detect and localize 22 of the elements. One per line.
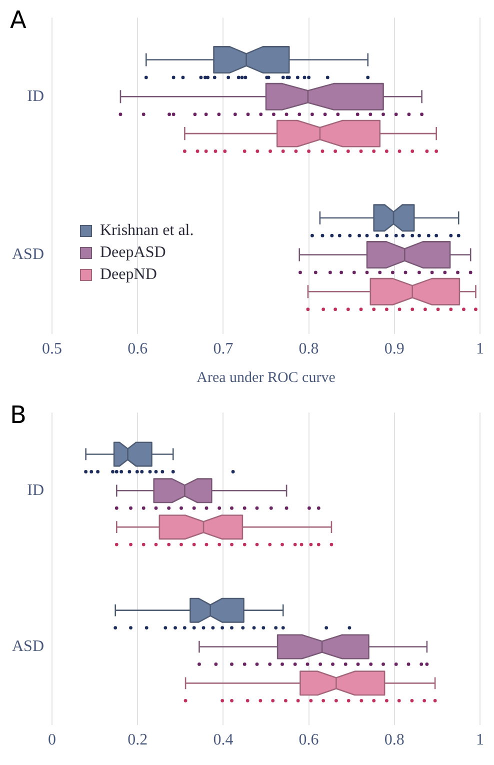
x-tick-label: 0.4 bbox=[213, 732, 234, 749]
x-tick-label: 0.9 bbox=[384, 340, 404, 358]
y-tick-label: ID bbox=[27, 482, 44, 499]
chart-title: B bbox=[10, 401, 26, 429]
legend-label: DeepASD bbox=[100, 244, 166, 262]
x-tick-label: 1 bbox=[476, 732, 484, 749]
x-tick-label: 1 bbox=[476, 340, 484, 358]
x-tick-label: 0.5 bbox=[42, 340, 62, 358]
x-axis-title: Area under ROC curve bbox=[196, 370, 336, 386]
x-tick-label: 0.6 bbox=[128, 340, 148, 358]
x-tick-label: 0.2 bbox=[128, 732, 148, 749]
y-tick-label: ASD bbox=[12, 246, 44, 263]
y-tick-label: ID bbox=[27, 88, 44, 105]
y-tick-label: ASD bbox=[12, 638, 44, 655]
x-tick-label: 0.8 bbox=[384, 732, 404, 749]
legend-label: DeepND bbox=[100, 266, 157, 284]
x-tick-label: 0.7 bbox=[213, 340, 234, 358]
legend-label: Krishnan et al. bbox=[100, 222, 194, 240]
x-tick-label: 0 bbox=[48, 732, 56, 749]
x-tick-label: 0.6 bbox=[298, 732, 319, 749]
chart-title: A bbox=[10, 6, 26, 34]
x-tick-label: 0.8 bbox=[298, 340, 319, 358]
